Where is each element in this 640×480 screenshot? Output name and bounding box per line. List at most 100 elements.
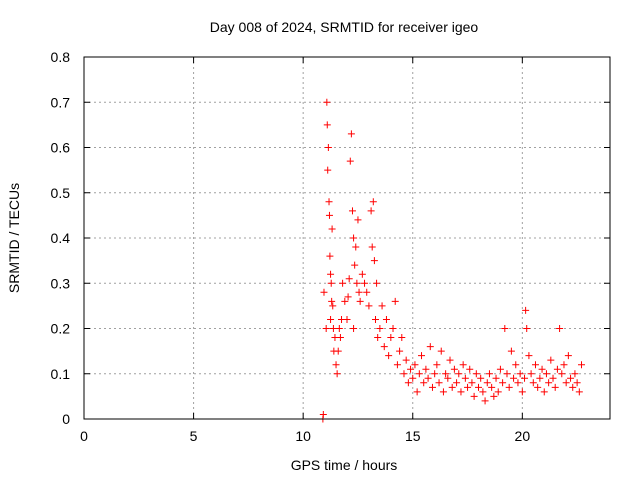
data-point bbox=[527, 370, 535, 378]
data-point bbox=[409, 374, 417, 382]
data-point bbox=[324, 144, 332, 151]
data-point bbox=[547, 356, 555, 364]
data-point bbox=[435, 379, 443, 387]
x-axis-label: GPS time / hours bbox=[291, 457, 398, 473]
data-point bbox=[538, 365, 546, 373]
y-tick-label: 0.7 bbox=[51, 94, 71, 110]
data-point bbox=[485, 370, 493, 378]
data-point bbox=[516, 370, 524, 378]
data-point bbox=[472, 370, 480, 378]
data-point bbox=[396, 347, 404, 355]
tick-layer: 0 0.1 0.2 0.3 0.4 0.5 0.6 0.7 0.8 0 5 10 15 20 bbox=[51, 49, 610, 444]
data-point bbox=[450, 365, 458, 373]
data-point bbox=[512, 361, 520, 369]
data-point bbox=[501, 325, 509, 332]
data-point bbox=[505, 383, 513, 391]
data-point bbox=[328, 297, 336, 305]
grid-layer bbox=[84, 57, 610, 419]
data-point bbox=[325, 211, 333, 219]
data-point bbox=[496, 365, 504, 373]
data-point bbox=[351, 261, 359, 269]
data-point bbox=[558, 370, 566, 378]
data-point bbox=[521, 374, 529, 382]
data-point bbox=[457, 388, 465, 396]
data-point bbox=[542, 370, 550, 378]
data-point bbox=[475, 383, 482, 391]
data-point bbox=[368, 243, 376, 251]
data-point bbox=[346, 157, 354, 165]
data-point bbox=[380, 343, 388, 351]
data-point bbox=[348, 207, 356, 215]
data-point bbox=[573, 379, 581, 387]
data-point bbox=[327, 270, 335, 278]
data-point bbox=[431, 370, 439, 378]
data-point bbox=[363, 288, 371, 296]
data-point bbox=[413, 388, 421, 396]
data-point bbox=[407, 365, 415, 373]
data-point bbox=[564, 352, 572, 360]
data-point bbox=[507, 347, 515, 355]
data-point bbox=[540, 388, 548, 396]
data-point bbox=[352, 243, 360, 251]
data-point bbox=[341, 297, 349, 305]
data-point bbox=[479, 388, 487, 396]
data-point bbox=[488, 383, 496, 391]
data-point bbox=[481, 397, 489, 405]
data-point bbox=[560, 361, 568, 369]
data-point bbox=[545, 379, 553, 387]
y-tick-label: 0.1 bbox=[51, 366, 71, 382]
data-point bbox=[324, 166, 332, 174]
data-point bbox=[350, 325, 358, 332]
data-point bbox=[437, 347, 445, 355]
data-point bbox=[345, 275, 353, 283]
data-point bbox=[444, 374, 452, 382]
data-point bbox=[369, 198, 377, 206]
x-tick-label: 20 bbox=[515, 428, 531, 444]
data-point bbox=[398, 334, 406, 342]
data-point bbox=[492, 374, 500, 382]
data-point bbox=[356, 297, 364, 305]
data-point bbox=[354, 216, 362, 224]
data-point bbox=[420, 379, 428, 387]
data-point bbox=[325, 198, 333, 206]
data-point bbox=[433, 361, 441, 369]
data-point bbox=[329, 302, 337, 310]
data-point bbox=[459, 361, 467, 369]
x-tick-label: 15 bbox=[405, 428, 421, 444]
data-point bbox=[358, 270, 366, 278]
data-point bbox=[323, 98, 331, 106]
data-point bbox=[336, 334, 344, 342]
y-tick-label: 0.4 bbox=[51, 230, 71, 246]
x-tick-label: 0 bbox=[80, 428, 88, 444]
data-point bbox=[319, 410, 327, 418]
data-point bbox=[575, 388, 583, 396]
data-point bbox=[370, 257, 378, 265]
data-points bbox=[319, 98, 586, 423]
data-point bbox=[335, 325, 343, 332]
data-point bbox=[328, 225, 336, 233]
data-point bbox=[411, 361, 419, 369]
data-point bbox=[415, 370, 423, 378]
data-point bbox=[404, 379, 412, 387]
data-point bbox=[518, 388, 526, 396]
data-point bbox=[446, 356, 454, 364]
data-point bbox=[350, 234, 358, 242]
data-point bbox=[522, 306, 530, 314]
data-point bbox=[322, 325, 330, 332]
data-point bbox=[418, 352, 426, 360]
y-tick-label: 0.8 bbox=[51, 49, 71, 65]
data-point bbox=[531, 361, 539, 369]
data-point bbox=[326, 252, 334, 260]
data-point bbox=[323, 121, 331, 129]
data-point bbox=[389, 325, 397, 332]
data-point bbox=[466, 365, 474, 373]
plot-frame bbox=[83, 56, 611, 420]
y-axis-label: SRMTID / TECUs bbox=[6, 183, 22, 293]
data-point bbox=[387, 334, 395, 342]
data-point bbox=[569, 383, 577, 391]
chart-title: Day 008 of 2024, SRMTID for receiver ige… bbox=[210, 19, 479, 35]
data-point bbox=[367, 207, 375, 215]
data-point bbox=[365, 302, 373, 310]
data-point bbox=[470, 392, 478, 400]
